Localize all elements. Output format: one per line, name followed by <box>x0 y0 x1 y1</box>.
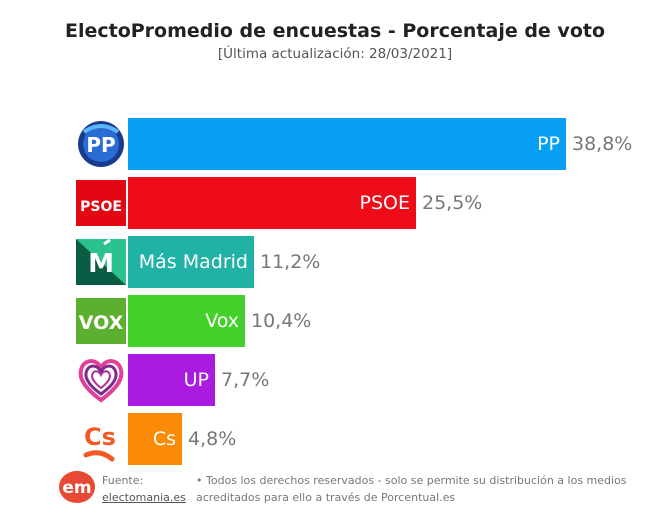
source-label: Fuente: <box>102 474 144 487</box>
bar: PP <box>128 118 566 170</box>
chart-title: ElectoPromedio de encuestas - Porcentaje… <box>64 20 606 42</box>
party-logo: VOX <box>76 295 126 347</box>
bar: Cs <box>128 413 182 465</box>
bar-category-label: UP <box>183 369 209 391</box>
bar: PSOE <box>128 177 416 229</box>
bar-category-label: Cs <box>152 428 176 450</box>
party-logo: PSOE <box>76 177 126 229</box>
cs-logo: Cs <box>83 423 116 462</box>
party-logo: PP <box>76 118 126 170</box>
bar-value-label: 38,8% <box>572 133 633 155</box>
bar: Más Madrid <box>128 236 254 288</box>
bar: Vox <box>128 295 245 347</box>
bar-value-label: 7,7% <box>221 369 270 391</box>
psoe-logo-text: PSOE <box>80 199 122 215</box>
chart-row: Cs Cs 4,8% <box>0 413 670 465</box>
mas-madrid-logo-text: M <box>88 249 114 279</box>
bar: UP <box>128 354 215 406</box>
mas-madrid-logo: M <box>76 238 126 285</box>
party-logo: Cs <box>76 413 126 465</box>
chart-row: M Más Madrid 11,2% <box>0 236 670 288</box>
bar-category-label: PP <box>537 133 560 155</box>
bar-value-label: 11,2% <box>260 251 321 273</box>
chart-row: PP PP 38,8% <box>0 118 670 170</box>
up-logo <box>78 359 124 403</box>
rights-notice: • Todos los derechos reservados - solo s… <box>196 472 646 506</box>
footer: em Fuente: electomania.es • Todos los de… <box>58 470 658 510</box>
vox-logo: VOX <box>76 298 126 344</box>
psoe-logo: PSOE <box>76 180 126 226</box>
source-block: Fuente: electomania.es <box>102 472 186 506</box>
bar-category-label: PSOE <box>359 192 410 214</box>
bar-category-label: Más Madrid <box>138 251 248 273</box>
rights-line-1: • Todos los derechos reservados - solo s… <box>196 474 627 487</box>
chart-subtitle: [Última actualización: 28/03/2021] <box>217 46 453 62</box>
pp-logo: PP <box>78 121 124 167</box>
source-link[interactable]: electomania.es <box>102 491 186 504</box>
party-logo: M <box>76 236 126 288</box>
electomania-logo-text: em <box>62 478 91 498</box>
electomania-logo: em <box>59 471 95 503</box>
pp-logo-text: PP <box>86 133 115 157</box>
bar-value-label: 25,5% <box>422 192 483 214</box>
bar-value-label: 10,4% <box>251 310 312 332</box>
party-logo <box>76 354 126 406</box>
chart-row: VOX Vox 10,4% <box>0 295 670 347</box>
bar-category-label: Vox <box>205 310 239 332</box>
rights-line-2: acreditados para ello a través de Porcen… <box>196 491 456 504</box>
bar-value-label: 4,8% <box>188 428 237 450</box>
cs-logo-text: Cs <box>84 423 116 451</box>
vox-logo-text: VOX <box>79 312 124 334</box>
chart-row: PSOE PSOE 25,5% <box>0 177 670 229</box>
chart-row: UP 7,7% <box>0 354 670 406</box>
